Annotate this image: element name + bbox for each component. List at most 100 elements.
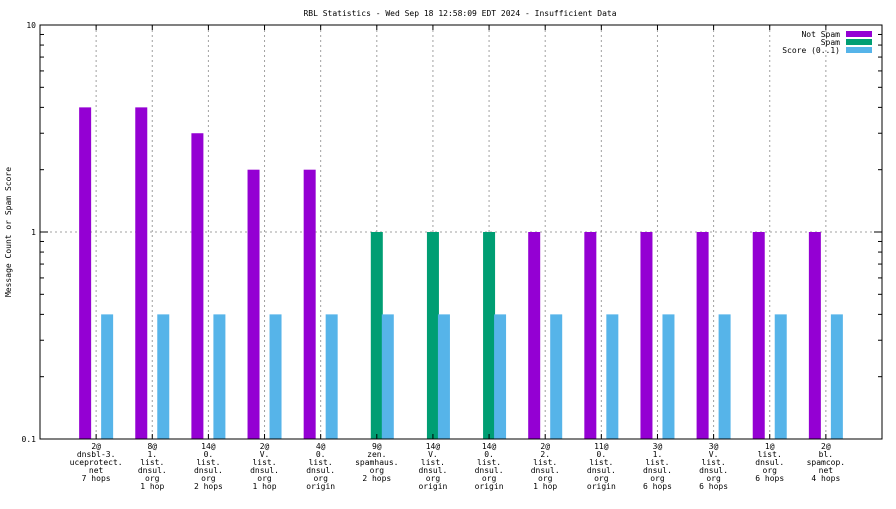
x-tick-label-line: org <box>482 474 497 483</box>
x-tick-label-line: list. <box>140 458 164 467</box>
bar <box>325 314 338 439</box>
x-tick-label-line: org <box>257 474 272 483</box>
x-tick-label-line: 14@ <box>426 442 441 451</box>
y-tick-label: 0.1 <box>22 435 37 444</box>
x-tick-label-line: zen. <box>367 450 386 459</box>
x-tick-label-line: dnsul. <box>250 466 279 475</box>
x-tick-label-line: dnsul. <box>475 466 504 475</box>
x-tick-label-line: org <box>538 474 553 483</box>
x-tick-label-line: list. <box>645 458 669 467</box>
x-tick-label-line: org <box>426 474 441 483</box>
x-tick-label-line: list. <box>196 458 220 467</box>
x-tick-label-line: org <box>370 466 385 475</box>
x-tick-label-line: 2@ <box>540 442 550 451</box>
x-tick-label: 14@ 0. list. dnsul. org origin <box>475 442 504 491</box>
x-tick-label: 2@ V. list. dnsul. org 1 hop <box>250 442 279 491</box>
x-tick-label-line: 6 hops <box>699 482 728 491</box>
bar <box>774 314 787 439</box>
bar <box>370 232 383 439</box>
x-tick-label-line: 0. <box>597 450 607 459</box>
x-tick-label-line: 2@ <box>91 442 101 451</box>
bar <box>584 232 597 439</box>
bar <box>437 314 450 439</box>
x-tick-label-line: list. <box>309 458 333 467</box>
x-tick-label: 1@ list. dnsul. org 6 hops <box>755 442 784 483</box>
x-tick-label-line: net <box>89 466 104 475</box>
x-tick-label-line: dnsul. <box>194 466 223 475</box>
x-tick-label-line: dnsul. <box>755 458 784 467</box>
bar <box>528 232 541 439</box>
x-tick-label: 8@ 1. list. dnsul. org 1 hop <box>138 442 167 491</box>
x-tick-label-line: org <box>594 474 609 483</box>
x-tick-label-line: list. <box>421 458 445 467</box>
x-tick-label-line: 3@ <box>709 442 719 451</box>
bar <box>550 314 563 439</box>
x-tick-label-line: list. <box>589 458 613 467</box>
x-tick-label-line: 2@ <box>821 442 831 451</box>
x-tick-label-line: 14@ <box>482 442 497 451</box>
x-tick-label-line: 4 hops <box>811 474 840 483</box>
plot-frame <box>39 24 883 440</box>
bar <box>157 314 170 439</box>
x-tick-label-line: dnsul. <box>587 466 616 475</box>
x-tick-label-line: dnsul. <box>531 466 560 475</box>
bars-layer <box>79 107 843 439</box>
y-tick-label: 1 <box>31 228 36 237</box>
x-tick-label-line: origin <box>475 482 504 491</box>
x-tick-label-line: 6 hops <box>755 474 784 483</box>
bar <box>483 232 496 439</box>
x-tick-label-line: 6 hops <box>643 482 672 491</box>
x-tick-label-line: 1. <box>147 450 157 459</box>
x-tick-label-line: 1 hop <box>533 482 557 491</box>
x-tick-label: 3@ 1. list. dnsul. org 6 hops <box>643 442 672 491</box>
x-tick-label-line: V. <box>260 450 270 459</box>
x-tick-label-line: dnsul. <box>138 466 167 475</box>
bar <box>101 314 114 439</box>
x-tick-label-line: list. <box>533 458 557 467</box>
y-tick-label: 10 <box>26 21 36 30</box>
x-tick-label: 2@ dnsbl-3. uceprotect. net 7 hops <box>70 442 123 483</box>
x-tick-label-line: 2 hops <box>194 482 223 491</box>
bar <box>381 314 394 439</box>
x-tick-label-line: org <box>706 474 721 483</box>
x-tick-label-line: 4@ <box>316 442 326 451</box>
x-tick-label: 2@ 2. list. dnsul. org 1 hop <box>531 442 560 491</box>
x-tick-label-line: 8@ <box>147 442 157 451</box>
bar <box>494 314 507 439</box>
legend-swatch <box>846 47 872 53</box>
x-tick-label: 3@ V. list. dnsul. org 6 hops <box>699 442 728 491</box>
x-tick-label: 14@ V. list. dnsul. org origin <box>418 442 447 491</box>
x-tick-label-line: org <box>201 474 216 483</box>
x-tick-label-line: spamhaus. <box>355 458 398 467</box>
bar <box>426 232 439 439</box>
x-tick-label-line: dnsul. <box>306 466 335 475</box>
bar <box>808 232 821 439</box>
x-tick-label-line: origin <box>306 482 335 491</box>
x-tick-label-line: V. <box>428 450 438 459</box>
legend-label: Spam <box>821 38 840 47</box>
x-tick-label-line: 1. <box>653 450 663 459</box>
bar <box>718 314 731 439</box>
bar <box>752 232 765 439</box>
bar <box>606 314 619 439</box>
bar <box>135 107 148 439</box>
bar <box>213 314 226 439</box>
x-tick-label-line: org <box>763 466 778 475</box>
x-tick-label-line: 1 hop <box>140 482 164 491</box>
bar <box>269 314 282 439</box>
x-tick-label-line: spamcop. <box>807 458 846 467</box>
legend-label: Score (0..1) <box>782 46 840 55</box>
x-tick-label-line: 9@ <box>372 442 382 451</box>
x-tick-label-line: uceprotect. <box>70 458 123 467</box>
x-tick-label-line: 11@ <box>594 442 609 451</box>
chart-title: RBL Statistics - Wed Sep 18 12:58:09 EDT… <box>303 9 616 18</box>
bar <box>247 169 260 439</box>
x-tick-label-line: dnsul. <box>699 466 728 475</box>
bar <box>696 232 709 439</box>
x-tick-label-line: list. <box>758 450 782 459</box>
x-tick-label: 9@ zen. spamhaus. org 2 hops <box>355 442 398 483</box>
x-tick-label-line: net <box>819 466 834 475</box>
